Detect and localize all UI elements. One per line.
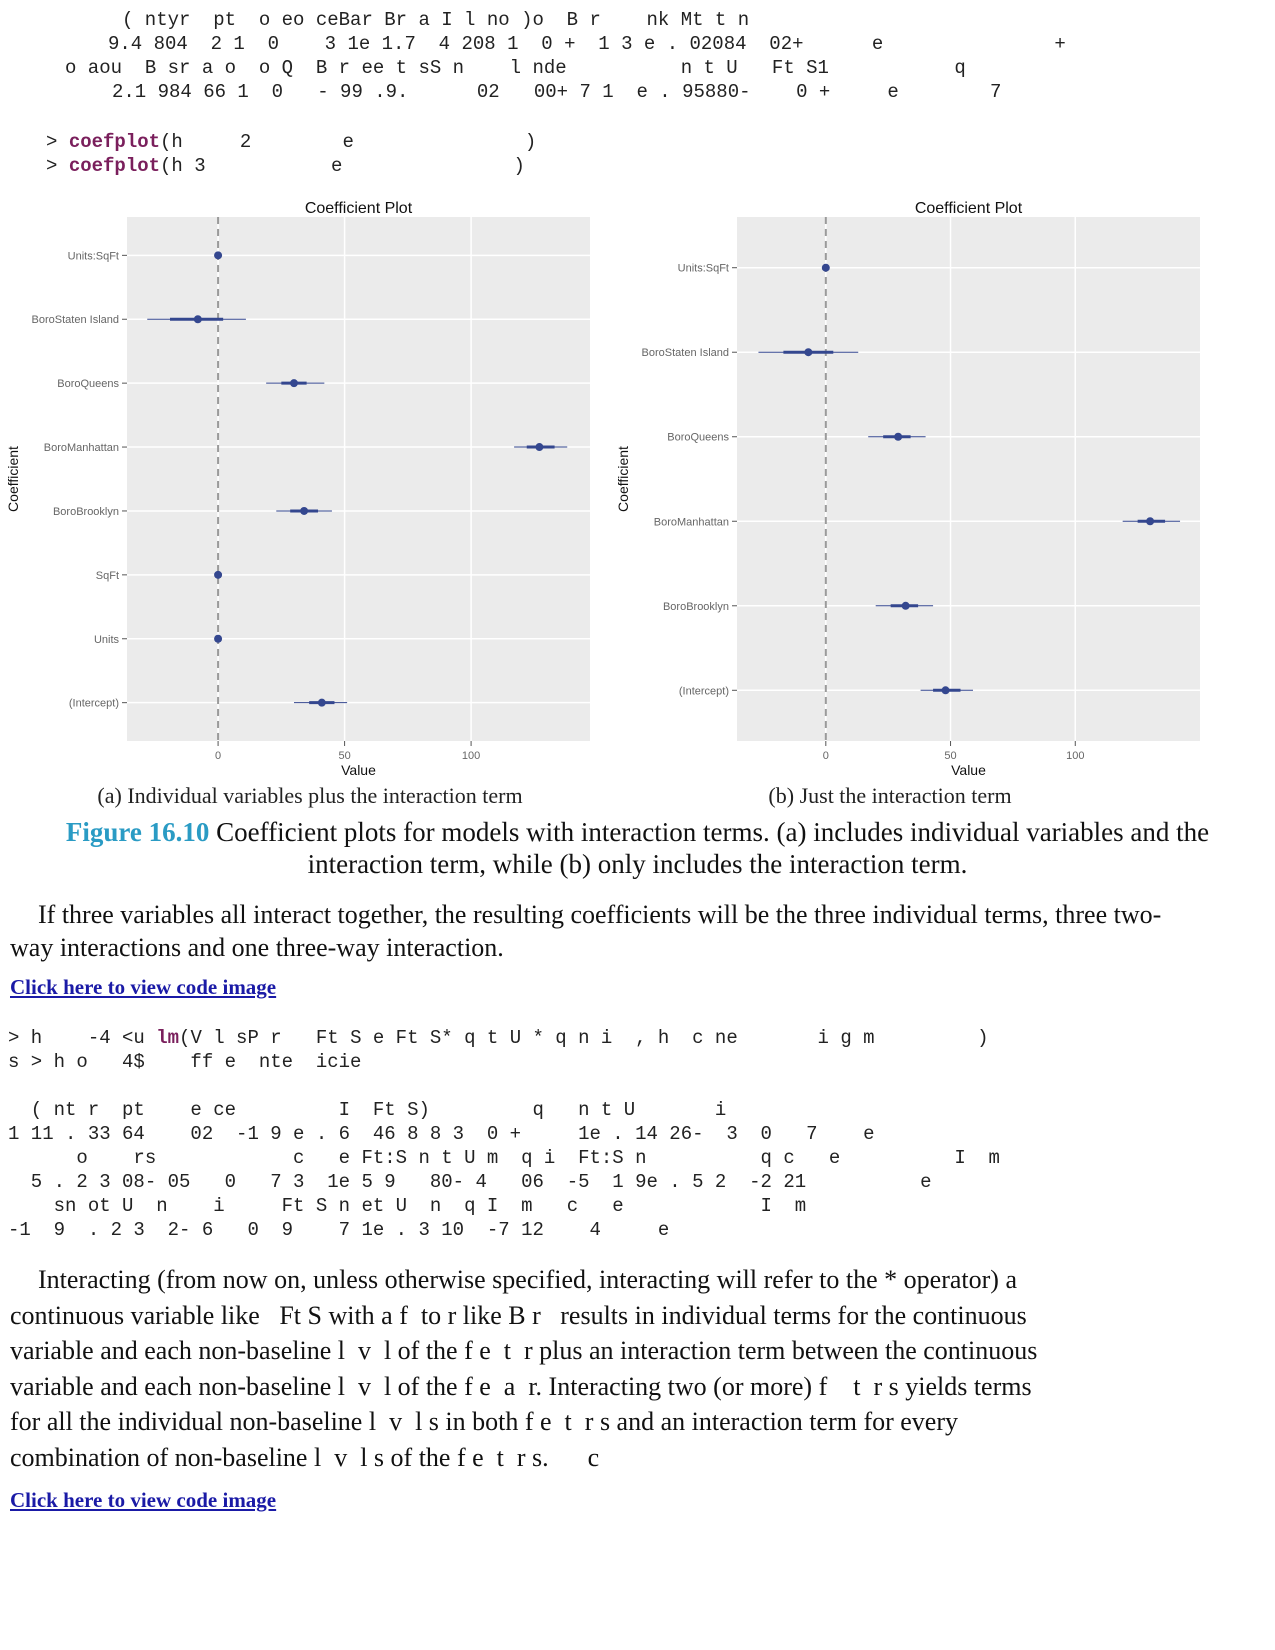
y-tick-label: BoroQueens [57, 378, 119, 390]
subfigure-caption: (a) Individual variables plus the intera… [97, 783, 522, 808]
y-tick-label: Units:SqFt [68, 250, 119, 262]
estimate-point [821, 263, 830, 272]
function: coefplot [68, 155, 161, 177]
code-line: 5 . 2 3 08- 05 0 7 3 1e 5 9 80- 4 06 -5 … [8, 1171, 932, 1193]
x-tick-label: 100 [1066, 750, 1084, 762]
estimate-point [317, 698, 326, 707]
code-line: s > h o 4$ ff e nte icie [8, 1051, 362, 1073]
y-tick-label: BoroManhattan [654, 516, 729, 528]
args: (h 3 e ) [160, 155, 525, 177]
y-tick-label: Units [94, 634, 120, 646]
y-tick-label: BoroBrooklyn [53, 506, 119, 518]
figure: Coefficient Plot 0 50 100 (Intercept) Units Sq… [5, 200, 1200, 808]
estimate-point [214, 634, 223, 643]
x-tick-label: 0 [215, 750, 221, 762]
estimate-point [214, 251, 223, 260]
estimate-point [193, 315, 202, 324]
code-line: sn ot U n i Ft S n et U n q I m c e I m [8, 1195, 807, 1217]
prompt: > [46, 131, 58, 153]
prompt: > [46, 155, 58, 177]
estimate-point [535, 443, 544, 452]
code-line: ( nt r pt e ce I Ft S) q n t U i [8, 1099, 727, 1121]
chart-title: Coefficient Plot [915, 200, 1023, 217]
code-line: 9.4 804 2 1 0 3 1e 1.7 4 208 1 0 + 1 3 e… [108, 33, 1066, 55]
code-command: > coefplot(h 2 e ) [46, 130, 536, 154]
x-axis-label: Value [951, 762, 986, 778]
y-tick-label: BoroStaten Island [32, 314, 119, 326]
paragraph: Interacting (from now on, unless otherwi… [10, 1262, 1037, 1475]
paragraph-line: variable and each non-baseline l v l of … [10, 1336, 1038, 1365]
y-tick-label: SqFt [96, 570, 119, 582]
code-command: > h -4 <u lm(V l sP r Ft S e Ft S* q t U… [8, 1026, 989, 1050]
x-axis-label: Value [341, 762, 376, 778]
args: (h 2 e ) [160, 131, 537, 153]
code-block: s > h o 4$ ff e nte icie ( nt r pt e ce … [8, 1050, 1000, 1242]
function: coefplot [68, 131, 161, 153]
estimate-point [941, 686, 950, 695]
x-tick-label: 50 [944, 750, 956, 762]
estimate-point [901, 601, 910, 610]
y-tick-label: (Intercept) [69, 698, 119, 710]
estimate-point [300, 506, 309, 515]
caption-text: Coefficient plots for models with intera… [216, 817, 1210, 879]
subfigure-caption: (b) Just the interaction term [768, 783, 1011, 808]
y-tick-label: BoroStaten Island [642, 347, 729, 359]
function: lm [156, 1027, 180, 1049]
code-line: 1 11 . 33 64 02 -1 9 e . 6 46 8 8 3 0 + … [8, 1123, 875, 1145]
estimate-point [804, 348, 813, 357]
code-line: o rs c e Ft:S n t U m q i Ft:S n q c e I… [8, 1147, 1000, 1169]
paragraph-line: combination of non-baseline l v l s of t… [10, 1442, 600, 1472]
code-image-link[interactable]: Click here to view code image [10, 975, 277, 999]
paragraph-line: variable and each non-baseline l v l of … [10, 1371, 1032, 1401]
code-line: 2.1 984 66 1 0 - 99 .9. 02 00+ 7 1 e . 9… [112, 81, 1002, 103]
y-tick-label: BoroManhattan [44, 442, 119, 454]
code-line: ( ntyr pt o eo ceBar Br a I l no )o B r … [122, 9, 750, 31]
code-command: > coefplot(h 3 e ) [46, 154, 525, 178]
figure-label: Figure 16.10 [65, 817, 210, 847]
figure-caption: Figure 16.10 Coefficient plots for model… [40, 816, 1235, 880]
estimate-point [289, 379, 298, 388]
code-image-link[interactable]: Click here to view code image [10, 1488, 277, 1512]
estimate-point [894, 432, 903, 441]
estimate-point [1146, 517, 1155, 526]
y-tick-label: Units:SqFt [678, 263, 729, 275]
y-tick-label: BoroBrooklyn [663, 601, 729, 613]
paragraph-line: continuous variable like Ft S with a f t… [10, 1300, 1027, 1330]
plot-background [127, 217, 590, 741]
plot-background [737, 217, 1200, 741]
y-axis-label: Coefficient [615, 446, 631, 512]
prompt: > h -4 <u [8, 1027, 157, 1049]
code-line: o aou B sr a o o Q B r ee t sS n l nde n… [65, 57, 966, 79]
chart-title: Coefficient Plot [305, 200, 413, 217]
paragraph-line: Interacting (from now on, unless otherwi… [38, 1265, 1017, 1294]
x-tick-label: 0 [823, 750, 829, 762]
x-tick-label: 50 [338, 750, 350, 762]
paragraph-line: for all the individual non-baseline l v … [10, 1407, 959, 1436]
args: (V l sP r Ft S e Ft S* q t U * q n i , h… [179, 1027, 989, 1049]
x-tick-label: 100 [462, 750, 480, 762]
y-axis-label: Coefficient [5, 446, 21, 512]
estimate-point [214, 570, 223, 579]
code-line [8, 1074, 1000, 1098]
paragraph: If three variables all interact together… [10, 900, 1162, 962]
y-tick-label: (Intercept) [679, 685, 729, 697]
y-tick-label: BoroQueens [667, 432, 729, 444]
code-line: -1 9 . 2 3 2- 6 0 9 7 1e . 3 10 -7 12 4 … [8, 1219, 670, 1241]
